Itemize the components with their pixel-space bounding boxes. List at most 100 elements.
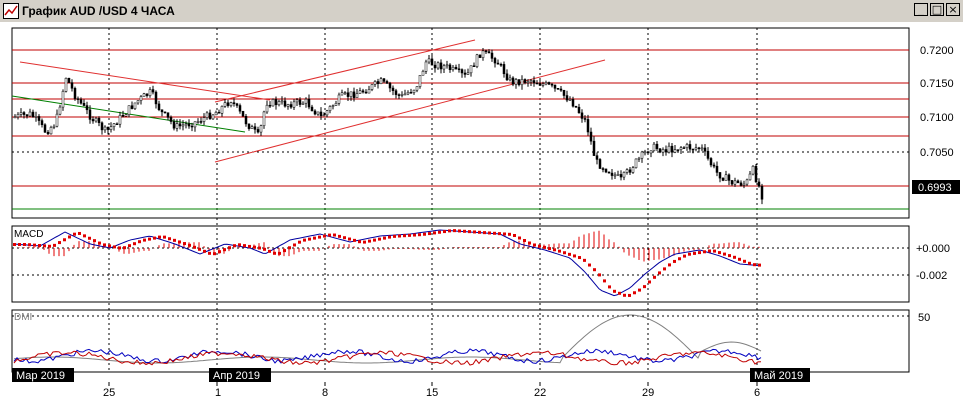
candle-body: [220, 106, 224, 114]
candle-body: [22, 112, 26, 115]
candle-body: [139, 96, 143, 101]
candle-body: [235, 103, 239, 106]
macd-signal-dot: [38, 244, 41, 247]
candle-body: [136, 100, 140, 104]
macd-signal-dot: [653, 275, 656, 279]
downtrend-line[interactable]: [19, 61, 271, 101]
candle-body: [502, 64, 506, 75]
candle-body: [640, 151, 644, 159]
macd-signal-dot: [333, 233, 336, 237]
candle-body: [241, 110, 245, 117]
candle-body: [37, 116, 41, 121]
macd-signal-dot: [723, 252, 726, 256]
candle-body: [19, 112, 23, 115]
price-candles[interactable]: [13, 48, 764, 205]
channel-lower-line[interactable]: [214, 59, 606, 163]
chart-area[interactable]: 0.7200 0.7150 0.7100 0.7050 0.6993 +0.00…: [0, 22, 963, 404]
candle-body: [319, 111, 323, 117]
candle-body: [91, 119, 95, 122]
macd-signal-dot: [438, 230, 441, 234]
candle-body: [217, 111, 221, 114]
macd-signal-dot: [753, 263, 756, 267]
macd-signal-dot: [678, 257, 681, 261]
candle-body: [511, 77, 515, 85]
macd-signal-dot: [623, 293, 626, 297]
macd-signal-dot: [378, 237, 381, 241]
candle-body: [268, 104, 272, 107]
candle-body: [25, 114, 29, 117]
price-label-3: 0.7050: [920, 147, 954, 159]
macd-signal-dot: [123, 246, 126, 250]
candle-body: [433, 64, 437, 69]
candle-body: [376, 81, 380, 85]
macd-signal-dot: [728, 254, 731, 258]
macd-panel[interactable]: [11, 225, 910, 303]
minimize-button[interactable]: _: [914, 3, 928, 16]
macd-signal-dot: [13, 243, 16, 246]
macd-signal-dot: [563, 251, 566, 255]
candle-body: [742, 183, 746, 186]
candle-body: [382, 78, 386, 82]
channel-upper-line[interactable]: [214, 39, 476, 103]
macd-signal-dot: [163, 235, 166, 239]
candle-body: [154, 91, 158, 105]
macd-signal-dot: [538, 244, 541, 248]
candle-body: [148, 89, 152, 96]
candle-body: [364, 91, 368, 94]
candle-body: [367, 89, 371, 94]
candle-body: [61, 91, 65, 108]
candle-body: [391, 87, 395, 91]
candle-body: [700, 147, 704, 150]
candle-body: [559, 88, 563, 91]
maximize-button[interactable]: □: [930, 3, 944, 16]
close-button[interactable]: ×: [946, 3, 960, 16]
macd-signal-dot: [158, 235, 161, 239]
chart-canvas[interactable]: 0.7200 0.7150 0.7100 0.7050 0.6993 +0.00…: [0, 22, 963, 404]
title-bar[interactable]: График AUD /USD 4 ЧАСА _ □ ×: [0, 0, 963, 23]
macd-signal-dot: [203, 249, 206, 253]
candle-body: [577, 106, 581, 114]
macd-signal-dot: [23, 243, 26, 246]
candle-body: [274, 99, 278, 106]
candle-body: [196, 121, 200, 123]
day-label-15: 15: [426, 387, 438, 399]
macd-signal-dot: [518, 236, 521, 240]
macd-signal-dot: [58, 241, 61, 245]
candle-body: [646, 151, 650, 154]
candle-body: [190, 125, 194, 128]
macd-signal-dot: [643, 285, 646, 289]
candle-body: [280, 100, 284, 103]
macd-signal-dot: [33, 243, 36, 247]
candle-body: [571, 99, 575, 107]
macd-signal-dot: [708, 249, 711, 253]
candle-body: [100, 122, 104, 131]
macd-signal-dot: [413, 233, 416, 237]
macd-signal-dot: [368, 239, 371, 243]
macd-signal-dot: [188, 243, 191, 247]
candle-body: [346, 92, 350, 97]
candle-body: [70, 82, 74, 89]
candle-body: [271, 99, 275, 107]
macd-signal-dot: [43, 244, 46, 248]
macd-signal-dot: [403, 234, 406, 238]
day-label-22: 22: [534, 387, 546, 399]
macd-signal-dot: [363, 240, 366, 244]
macd-signal-dot: [743, 259, 746, 263]
candle-body: [283, 100, 287, 107]
candle-body: [337, 94, 341, 104]
candle-body: [340, 92, 344, 96]
candle-body: [133, 102, 137, 109]
macd-signal-dot: [383, 236, 386, 240]
candle-body: [424, 61, 428, 72]
price-panel[interactable]: [11, 27, 910, 219]
macd-signal-dot: [88, 236, 91, 240]
macd-signal-dot: [718, 251, 721, 255]
macd-signal-dot: [323, 234, 326, 238]
candle-body: [517, 79, 521, 86]
candle-body: [568, 99, 572, 101]
candle-body: [751, 165, 755, 175]
day-label-29: 29: [642, 387, 654, 399]
candle-body: [415, 86, 419, 91]
macd-signal-dot: [738, 257, 741, 261]
candle-body: [175, 123, 179, 129]
